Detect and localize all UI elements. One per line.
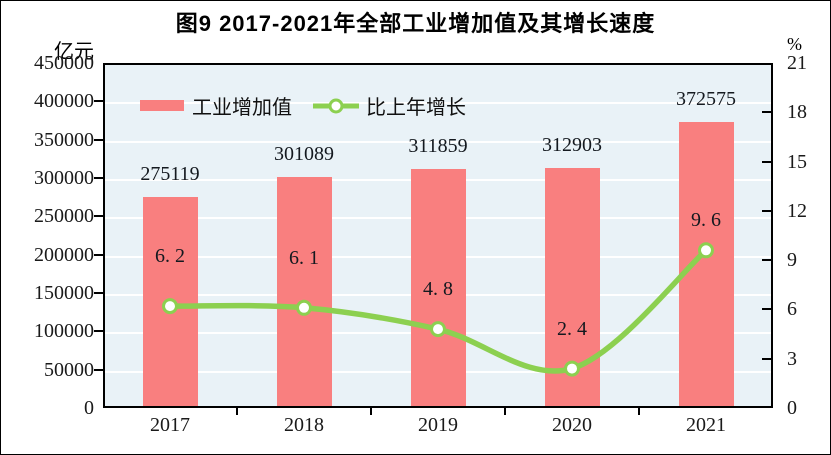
left-axis-unit: 亿元 [54, 41, 94, 63]
y-axis-label-left: 350000 [34, 128, 94, 151]
y-axis-label-right: 18 [787, 101, 807, 124]
bar [410, 168, 466, 406]
y-axis-label-left: 0 [84, 397, 94, 419]
x-axis-label: 2018 [284, 414, 324, 436]
y-axis-label-right: 6 [787, 298, 797, 321]
plot-area [103, 63, 773, 408]
growth-line-series [162, 242, 714, 377]
legend: 工业增加值 比上年增长 [140, 91, 466, 120]
growth-rate-label: 9. 6 [691, 209, 721, 232]
line-marker [430, 321, 446, 338]
legend-line-swatch [313, 98, 359, 113]
right-axis-unit: % [787, 34, 802, 54]
y-axis-label-right: 3 [787, 347, 797, 370]
left-axis-tick-mark [94, 138, 103, 141]
y-axis-label-right: 9 [787, 249, 797, 272]
y-axis-label-left: 250000 [34, 205, 94, 228]
right-axis-tick-mark [762, 209, 771, 212]
bar [276, 177, 332, 406]
x-axis-tick-mark [504, 408, 506, 415]
x-axis-label: 2020 [552, 414, 592, 436]
bar-value-label: 372575 [676, 88, 736, 111]
chart-title: 图9 2017-2021年全部工业增加值及其增长速度 [175, 11, 656, 36]
line-marker [296, 299, 312, 316]
growth-rate-label: 6. 2 [155, 245, 185, 268]
y-axis-label-left: 50000 [44, 358, 94, 381]
right-axis-tick-mark [762, 357, 771, 360]
left-axis-tick-mark [94, 100, 103, 103]
legend-bar-label: 工业增加值 [192, 97, 292, 119]
x-axis-tick-mark [236, 408, 238, 415]
right-axis-tick-mark [762, 259, 771, 262]
gridline [105, 140, 771, 143]
left-axis-tick-mark [94, 253, 103, 256]
x-axis-label: 2019 [418, 414, 458, 436]
x-axis-tick-mark [638, 408, 640, 415]
growth-rate-label: 4. 8 [423, 278, 453, 301]
right-axis-tick-mark [762, 308, 771, 311]
line-marker [698, 242, 714, 259]
x-axis-label: 2017 [150, 414, 190, 436]
gridline [105, 102, 771, 105]
legend-bar-swatch [140, 100, 184, 111]
bar-value-label: 311859 [408, 134, 468, 157]
y-axis-label-left: 400000 [34, 90, 94, 113]
y-axis-label-left: 450000 [34, 52, 94, 74]
line-marker [564, 360, 580, 377]
x-axis-tick-mark [370, 408, 372, 415]
y-axis-label-left: 150000 [34, 282, 94, 304]
y-axis-label-right: 0 [787, 397, 797, 419]
x-axis-label: 2021 [686, 414, 726, 436]
right-axis-tick-mark [762, 111, 771, 114]
right-axis-tick-mark [762, 160, 771, 163]
line-marker [162, 298, 178, 315]
left-axis-tick-mark [94, 292, 103, 294]
bar-value-label: 301089 [274, 143, 334, 166]
y-axis-label-left: 300000 [34, 167, 94, 189]
left-axis-tick-mark [94, 177, 103, 179]
y-axis-label-left: 100000 [34, 320, 94, 343]
y-axis-label-right: 15 [787, 150, 807, 173]
y-axis-label-left: 200000 [34, 243, 94, 266]
growth-rate-label: 2. 4 [557, 317, 587, 340]
y-axis-label-right: 12 [787, 199, 807, 222]
left-axis-tick-mark [94, 330, 103, 333]
bar-value-label: 275119 [140, 163, 200, 186]
bar-value-label: 312903 [542, 134, 602, 157]
y-axis-label-right: 21 [787, 52, 807, 74]
growth-rate-label: 6. 1 [289, 246, 319, 269]
bar [678, 122, 734, 406]
left-axis-tick-mark [94, 368, 103, 371]
legend-line-label: 比上年增长 [366, 97, 466, 119]
left-axis-tick-mark [94, 215, 103, 218]
